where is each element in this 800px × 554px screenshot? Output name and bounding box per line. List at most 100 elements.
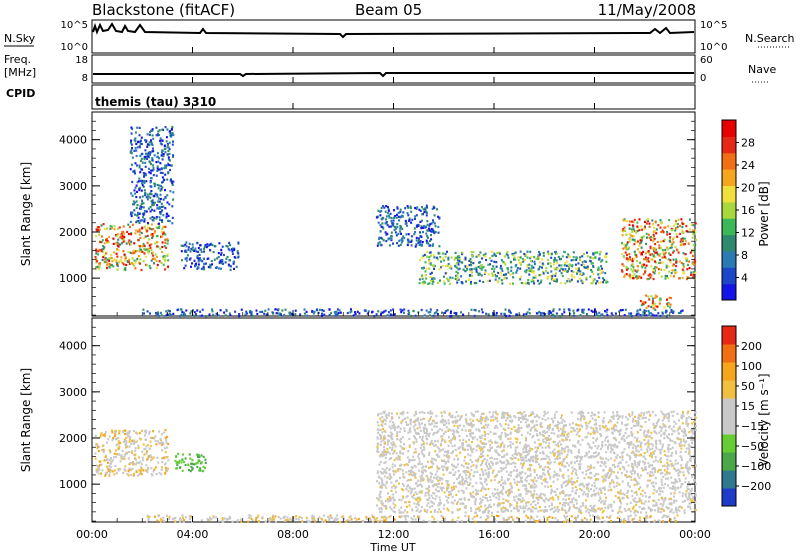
range-gate-cell [565,480,568,483]
range-gate-cell [649,245,652,248]
colorbar-tick-label: 12 [741,227,755,240]
range-gate-cell [486,514,489,518]
range-gate-cell [586,435,589,438]
range-gate-cell [466,265,469,268]
range-gate-cell [663,431,666,434]
range-gate-cell [118,226,121,229]
range-gate-cell [560,257,562,260]
range-gate-cell [674,422,677,425]
freq-unit-label: [MHz] [4,66,36,79]
range-gate-cell [321,520,324,523]
range-gate-cell [662,251,665,254]
range-gate-cell [694,243,697,247]
range-gate-cell [639,313,642,317]
range-gate-cell [576,455,579,458]
range-gate-cell [621,308,624,312]
range-gate-cell [496,251,499,255]
range-gate-cell [558,258,561,261]
range-gate-cell [641,460,644,463]
range-gate-cell [547,262,550,265]
range-gate-cell [136,204,139,207]
range-gate-cell [659,502,662,505]
colorbar-segment [722,234,736,252]
range-gate-cell [473,314,476,317]
range-gate-cell [416,508,419,511]
colorbar-segment [722,152,736,170]
range-gate-cell [532,479,535,482]
range-gate-cell [572,505,575,508]
range-gate-cell [432,219,434,222]
range-gate-cell [147,455,150,458]
range-gate-cell [548,505,551,508]
range-gate-cell [632,268,635,271]
range-gate-cell [297,518,300,521]
range-gate-cell [166,237,169,241]
range-gate-cell [635,479,637,482]
range-gate-cell [145,140,148,144]
range-gate-cell [424,274,427,277]
range-gate-cell [565,264,568,267]
range-gate-cell [292,519,295,522]
range-gate-cell [274,515,277,518]
range-gate-cell [371,310,374,313]
range-gate-cell [420,227,423,230]
range-gate-cell [277,515,280,519]
range-gate-cell [586,313,588,316]
range-gate-cell [608,516,611,519]
range-gate-cell [504,423,507,426]
range-gate-cell [571,264,574,267]
range-gate-cell [162,198,165,201]
range-gate-cell [659,247,662,250]
range-gate-cell [572,497,575,500]
range-gate-cell [311,515,314,519]
range-gate-cell [420,225,423,228]
range-gate-cell [387,209,390,212]
range-gate-cell [636,265,639,268]
range-gate-cell [650,265,653,268]
range-gate-cell [644,461,646,464]
range-gate-cell [313,517,316,520]
range-gate-cell [500,312,503,315]
range-gate-cell [655,266,658,269]
range-gate-cell [498,504,501,507]
range-gate-cell [466,434,469,437]
range-gate-cell [284,519,287,522]
range-gate-cell [560,264,563,267]
range-gate-cell [517,488,520,491]
range-gate-cell [312,519,315,522]
range-gate-cell [245,310,248,313]
range-gate-cell [213,258,216,261]
range-gate-cell [391,222,394,225]
range-gate-cell [174,516,177,519]
range-gate-cell [430,227,433,231]
freq-label: Freq. [4,53,31,66]
range-gate-cell [502,427,505,430]
range-gate-cell [519,493,522,496]
range-gate-cell [220,251,223,254]
range-gate-cell [498,435,501,438]
range-gate-cell [660,230,663,234]
range-gate-cell [389,499,392,502]
range-gate-cell [501,493,504,496]
range-gate-cell [661,412,664,415]
range-gate-cell [570,482,573,485]
range-gate-cell [662,231,665,234]
range-gate-cell [162,225,165,229]
range-gate-cell [180,250,183,253]
range-gate-cell [117,469,120,472]
range-gate-cell [180,313,183,316]
range-gate-cell [143,252,146,255]
range-gate-cell [410,466,413,469]
range-gate-cell [688,483,691,487]
range-gate-cell [561,313,564,316]
range-gate-cell [434,473,437,476]
range-gate-cell [455,262,458,265]
range-gate-cell [327,515,330,519]
range-gate-cell [471,517,474,520]
freq-trace [93,71,694,78]
range-gate-cell [195,250,198,253]
range-gate-cell [268,520,271,523]
range-gate-cell [644,266,647,269]
range-gate-cell [158,260,161,263]
range-gate-cell [140,202,143,206]
